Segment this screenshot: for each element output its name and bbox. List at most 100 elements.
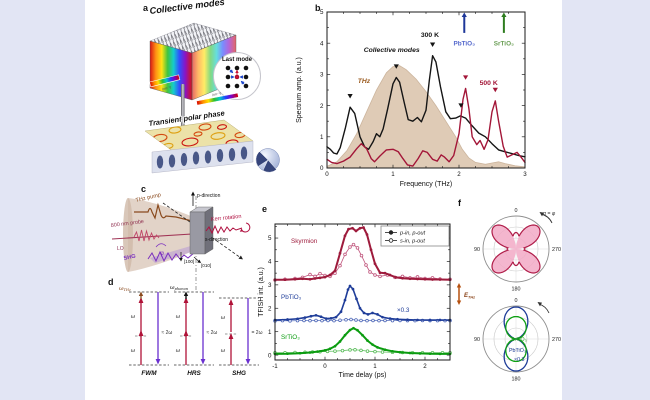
svg-text:0: 0 — [323, 363, 327, 370]
hrs-sum-label: ≈ 2ω — [207, 330, 218, 336]
panel-label-f: f — [458, 198, 461, 208]
axis-100-label: [100] — [184, 259, 194, 264]
peak-marker — [492, 87, 498, 93]
svg-text:1: 1 — [320, 134, 324, 141]
svg-text:2: 2 — [268, 305, 272, 312]
svg-text:(cm⁻¹): (cm⁻¹) — [162, 85, 172, 91]
annotation: 300 K — [421, 32, 439, 39]
annotation: SrTiO₃ — [281, 334, 300, 341]
panel-label-c: c — [141, 184, 147, 194]
shg-diagram: ω ω = 2ω SHG — [221, 298, 263, 377]
rotation-arrowhead-bottom — [537, 302, 542, 307]
panel-label-a: a — [143, 3, 149, 13]
svg-text:0: 0 — [268, 352, 272, 359]
probe-pulse-train — [133, 229, 160, 242]
fwm-diagram: ω ω ≈ 2ω FWM ωTHz — [119, 286, 172, 377]
svg-text:(cm⁻¹): (cm⁻¹) — [212, 91, 222, 97]
series-500 K — [326, 87, 526, 167]
svg-text:3: 3 — [523, 171, 527, 178]
kerr-loop-arrowhead — [239, 228, 244, 232]
rotation-arrowhead-top — [539, 212, 544, 217]
beam-cone-cap — [123, 198, 133, 272]
unit-cell-atoms — [225, 65, 249, 89]
legend-box — [380, 225, 450, 247]
fwm-sum-label: ≈ 2ω — [162, 330, 173, 336]
angle-0: 0 — [515, 298, 518, 304]
level-lines — [129, 291, 259, 366]
hrs-diagram: ω ω ≈ 2ω HRS ωphonon — [170, 285, 217, 377]
svg-text:1: 1 — [391, 171, 395, 178]
p-direction-label: p-direction — [197, 193, 221, 199]
mode-arrow-label: PbTiO₃ — [453, 41, 475, 48]
sample-slab — [189, 206, 214, 255]
svg-text:5: 5 — [268, 235, 272, 242]
probe-label: 800 nm probe — [111, 219, 145, 229]
angle-180: 180 — [512, 377, 521, 383]
shg-label: SHG — [232, 370, 246, 377]
last-mode-title: Last mode — [222, 57, 253, 63]
angle-90: 90 — [474, 247, 480, 253]
thz-pump-label: THz pump — [135, 192, 162, 204]
lo-label: LO — [117, 246, 124, 252]
omega-label: ω — [221, 348, 226, 354]
omega-label: ω — [221, 315, 226, 321]
mode-arrow-label: SrTiO₃ — [494, 41, 514, 48]
x-axis-label: Time delay (ps) — [339, 372, 387, 379]
annotation: ×0.3 — [397, 307, 410, 314]
svg-text:0: 0 — [325, 171, 329, 178]
polar-inner-label: PbTiO₃ — [509, 348, 526, 354]
svg-text:1: 1 — [268, 329, 272, 336]
peak-marker — [430, 42, 436, 47]
polar-inner-label: ×0.3 — [514, 357, 525, 363]
y-axis-label: TFISH int. (a.u.) — [258, 267, 265, 317]
annotation: 500 K — [480, 80, 498, 87]
lobe-PbTiO3 — [503, 306, 529, 372]
axis-010-arrow — [193, 256, 200, 262]
generated-polar-f-top: 0 90 270 180 — [474, 208, 561, 293]
polarization-sphere — [255, 148, 280, 173]
clover-fill — [492, 225, 540, 273]
svg-text:-1: -1 — [272, 363, 278, 370]
panel-label-d: d — [108, 277, 114, 287]
omega-label: ω — [176, 314, 181, 320]
angle-270: 270 — [552, 337, 561, 343]
polar-phase-slab: Transient polar phase — [144, 108, 254, 174]
series-THz pulse spectrum — [326, 65, 526, 169]
annotation: Skyrmion — [291, 238, 318, 245]
panel-label-e: e — [262, 204, 268, 214]
angle-0: 0 — [515, 208, 518, 214]
hrs-label: HRS — [187, 370, 201, 377]
svg-text:5: 5 — [320, 9, 324, 16]
omega-thz-label: ωTHz — [119, 286, 131, 292]
panel-b-spectrum-chart: 0 1 2 3 0 1 2 3 4 5 PbTiO₃ SrTiO₃ Collective modes 30… — [296, 9, 527, 188]
series-300 K — [326, 55, 526, 158]
p-direction-arrowhead — [191, 191, 195, 196]
legend-label: s-in, p-out — [400, 239, 425, 245]
svg-text:4: 4 — [320, 40, 324, 47]
angle-270: 270 — [552, 247, 561, 253]
ethz-field-arrow: ETHz — [456, 283, 475, 305]
shg-sum-label: = 2ω — [252, 330, 263, 336]
clover-outline — [491, 224, 541, 274]
polar-columns — [156, 146, 248, 169]
svg-text:4: 4 — [268, 259, 272, 266]
svg-text:3: 3 — [320, 72, 324, 79]
s-axis-arrowhead — [238, 255, 243, 260]
lobe-SrTiO3 — [505, 315, 527, 363]
svg-text:2: 2 — [320, 103, 324, 110]
panel-f-polar-plots: ETHz α = φ 0 90 270 180 0 90 270 180 SrTiO₃ PbTiO… — [456, 208, 561, 383]
axis-010-label: [010] — [201, 263, 211, 268]
series-Skyrmion s-in — [274, 244, 451, 281]
svg-text:3: 3 — [268, 282, 272, 289]
svg-text:0: 0 — [320, 165, 324, 172]
thz-waveform — [134, 202, 209, 226]
generated-plot-b: 0 1 2 3 0 1 2 3 4 5 PbTiO₃ SrTiO₃ Collective modes 30… — [296, 9, 527, 188]
peak-marker — [458, 103, 464, 108]
s-direction-label: s-direction — [205, 237, 228, 243]
panel-c-schematic: THz pump 800 nm probe LO SHG φ p-directi… — [111, 191, 251, 290]
series-PbTiO3 p-in — [274, 285, 451, 321]
kerr-rotation-loop — [241, 222, 251, 233]
